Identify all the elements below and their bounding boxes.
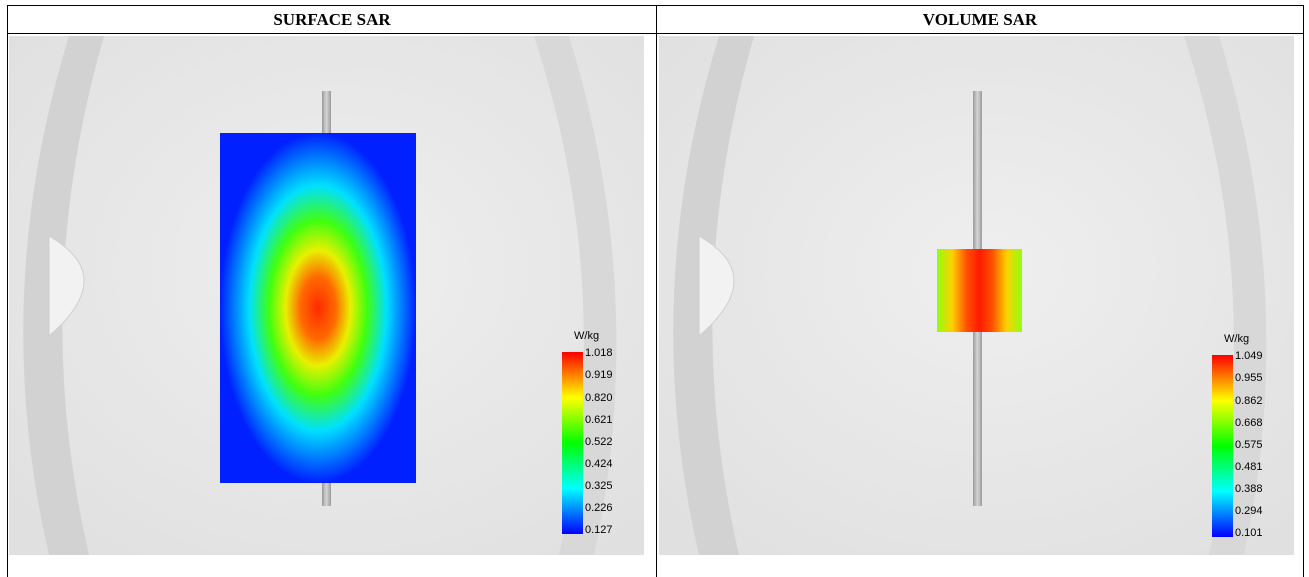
header-divider <box>8 33 1303 34</box>
volume-legend-unit: W/kg <box>1224 333 1250 345</box>
volume-legend-tick: 0.294 <box>1235 505 1263 517</box>
surface-sar-map <box>220 133 416 483</box>
phantom-ear-shape <box>698 235 735 338</box>
surface-legend: W/kg 1.018 0.919 0.820 0.621 0.522 0.424… <box>562 330 642 540</box>
column-divider <box>656 5 657 577</box>
results-table: SURFACE SAR VOLUME SAR <box>7 5 1304 577</box>
surface-legend-tick: 0.919 <box>585 369 613 381</box>
phantom-right-arc <box>1184 36 1267 555</box>
surface-legend-unit: W/kg <box>574 330 600 342</box>
phantom-ear-shape <box>48 235 85 338</box>
phantom-right-arc <box>534 36 617 555</box>
volume-legend-tick: 1.049 <box>1235 350 1263 362</box>
surface-legend-tick: 0.325 <box>585 480 613 492</box>
surface-sar-view: W/kg 1.018 0.919 0.820 0.621 0.522 0.424… <box>9 36 644 555</box>
surface-legend-tick: 0.621 <box>585 414 613 426</box>
volume-legend-tick: 0.388 <box>1235 483 1263 495</box>
volume-legend-tick: 0.668 <box>1235 417 1263 429</box>
surface-legend-tick: 0.226 <box>585 502 613 514</box>
surface-sar-render <box>9 36 644 555</box>
surface-color-scale <box>562 352 583 534</box>
surface-legend-tick: 0.820 <box>585 392 613 404</box>
volume-sar-render <box>659 36 1294 555</box>
volume-sar-map <box>937 249 1022 332</box>
volume-legend-tick: 0.575 <box>1235 439 1263 451</box>
table-top-border <box>8 5 1303 6</box>
surface-legend-tick: 0.127 <box>585 524 613 536</box>
volume-legend-tick: 0.101 <box>1235 527 1263 539</box>
surface-legend-tick: 1.018 <box>585 347 613 359</box>
volume-sar-view: W/kg 1.049 0.955 0.862 0.668 0.575 0.481… <box>659 36 1294 555</box>
volume-sar-header: VOLUME SAR <box>922 10 1038 29</box>
surface-legend-tick: 0.424 <box>585 458 613 470</box>
phantom-left-arc <box>673 36 754 555</box>
volume-legend-tick: 0.955 <box>1235 372 1263 384</box>
surface-legend-tick: 0.522 <box>585 436 613 448</box>
volume-legend-tick: 0.862 <box>1235 395 1263 407</box>
surface-sar-header: SURFACE SAR <box>273 10 391 29</box>
volume-legend: W/kg 1.049 0.955 0.862 0.668 0.575 0.481… <box>1212 333 1292 543</box>
phantom-left-arc <box>23 36 104 555</box>
volume-color-scale <box>1212 355 1233 537</box>
volume-legend-tick: 0.481 <box>1235 461 1263 473</box>
